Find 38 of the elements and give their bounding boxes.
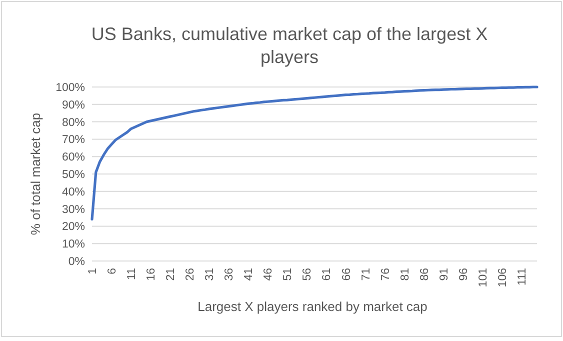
x-tick-label: 51 bbox=[282, 268, 294, 281]
x-tick-label: 6 bbox=[106, 268, 119, 274]
x-tick-label: 111 bbox=[516, 268, 528, 286]
x-tick-label: 26 bbox=[184, 268, 197, 281]
x-tick-label: 101 bbox=[477, 268, 490, 288]
x-tick-label: 46 bbox=[262, 268, 275, 281]
y-tick-label: 0% bbox=[68, 256, 85, 268]
y-tick-label: 90% bbox=[62, 99, 85, 112]
x-tick-label: 71 bbox=[360, 268, 372, 281]
x-tick-label: 16 bbox=[146, 268, 158, 281]
y-tick-label: 40% bbox=[62, 186, 85, 198]
x-tick-label: 21 bbox=[165, 268, 178, 281]
x-tick-label: 76 bbox=[380, 268, 392, 281]
x-tick-label: 36 bbox=[224, 268, 236, 281]
x-tick-label: 96 bbox=[458, 268, 470, 281]
line-series bbox=[90, 86, 538, 221]
y-tick-label: 60% bbox=[62, 152, 85, 164]
x-tick-label: 81 bbox=[399, 268, 412, 281]
y-tick-label: 20% bbox=[62, 221, 85, 234]
y-tick-label: 70% bbox=[62, 134, 85, 146]
chart-title: US Banks, cumulative market cap of the largest X players bbox=[91, 24, 488, 67]
y-tick-label: 50% bbox=[62, 169, 85, 182]
x-tick-label: 1 bbox=[87, 268, 100, 274]
x-axis-title: Largest X players ranked by market cap bbox=[198, 299, 428, 314]
y-tick-label: 80% bbox=[62, 116, 85, 129]
x-tick-label: 91 bbox=[438, 268, 450, 281]
y-axis-title: % of total market cap bbox=[28, 112, 43, 236]
y-tick-label: 100% bbox=[56, 82, 85, 94]
x-tick-label: 56 bbox=[302, 268, 314, 281]
x-tick-label: 106 bbox=[496, 268, 509, 288]
x-tick-label: 86 bbox=[418, 268, 431, 281]
y-tick-label: 30% bbox=[62, 204, 85, 216]
x-tick-label: 61 bbox=[321, 268, 334, 281]
y-tick-label: 10% bbox=[62, 238, 85, 251]
x-tick-label: 31 bbox=[204, 268, 216, 281]
x-tick-label: 11 bbox=[126, 268, 138, 280]
x-tick-label: 66 bbox=[340, 268, 353, 281]
x-tick-label: 41 bbox=[243, 268, 256, 281]
